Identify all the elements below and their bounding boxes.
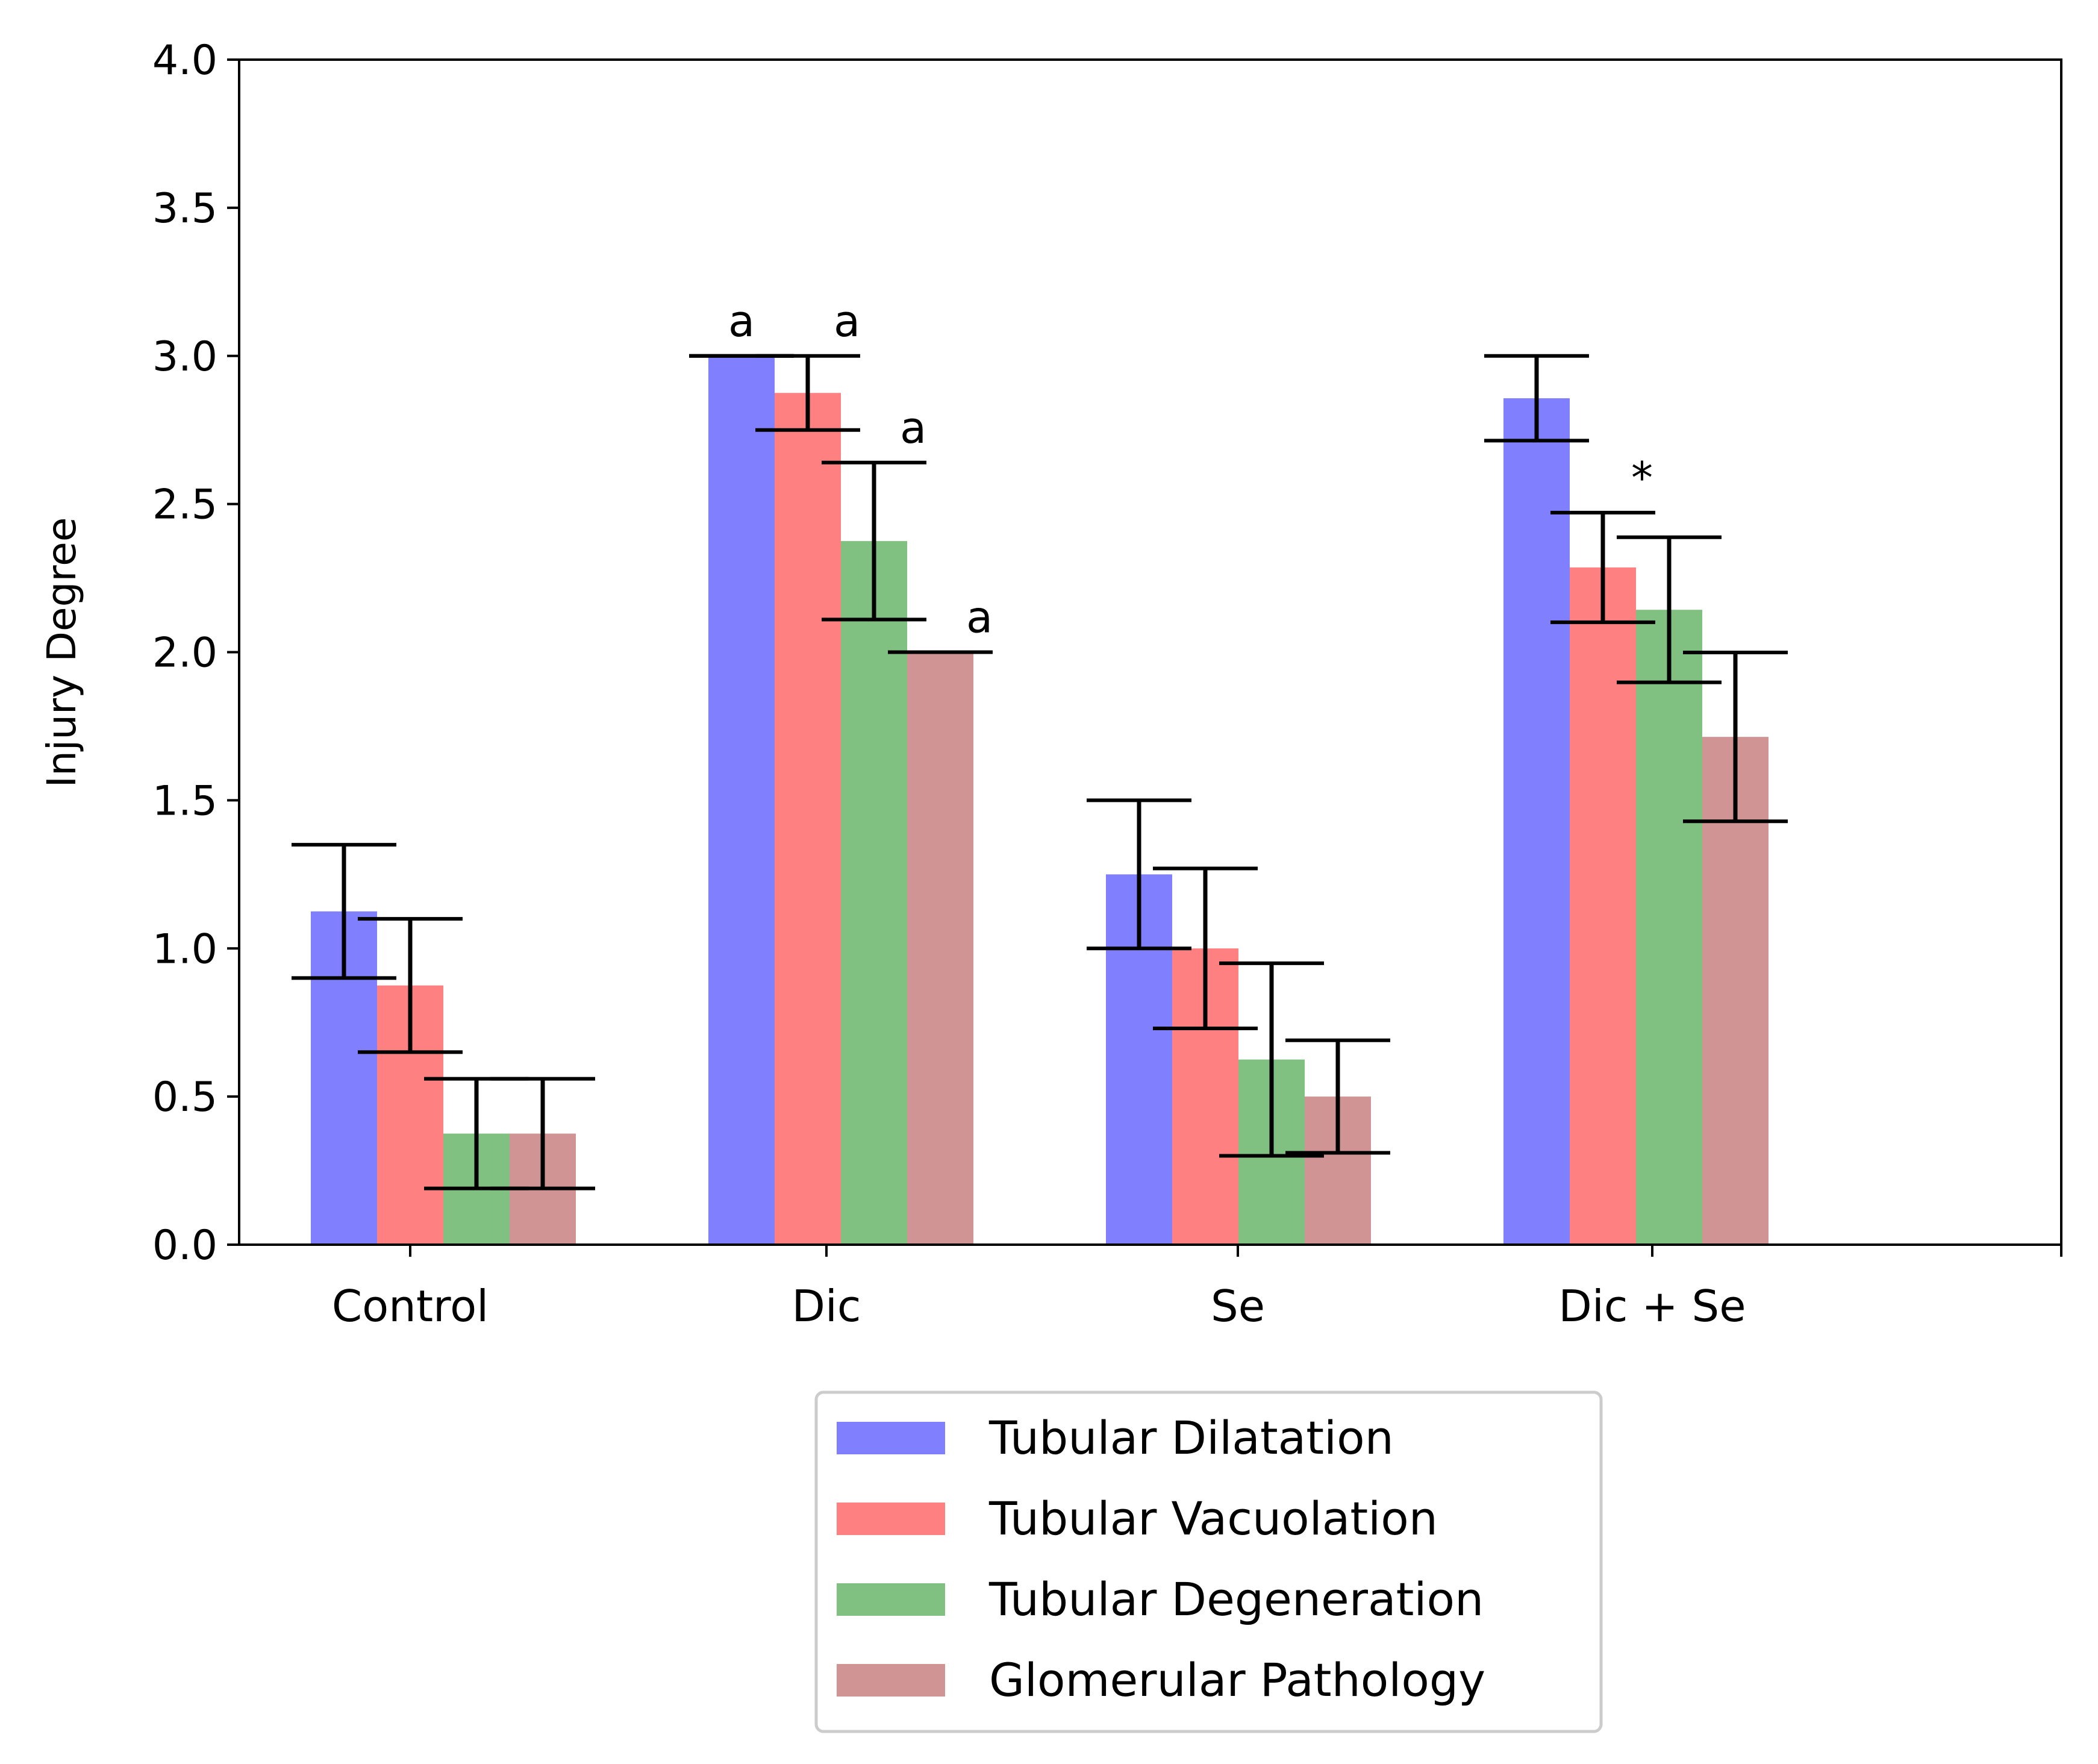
legend-label: Glomerular Pathology xyxy=(989,1653,1485,1707)
bars-layer xyxy=(311,355,1769,1245)
legend-label: Tubular Dilatation xyxy=(988,1411,1394,1465)
y-tick-label: 2.5 xyxy=(152,481,217,529)
y-axis: 0.0 0.5 1.0 1.5 2.0 2.5 3.0 3.5 4.0 xyxy=(152,37,239,1269)
legend-swatch xyxy=(837,1664,945,1697)
x-tick-label: Control xyxy=(332,1281,489,1331)
x-tick-label: Dic xyxy=(791,1281,861,1331)
x-axis: Control Dic Se Dic + Se xyxy=(332,1245,2062,1331)
annotations-layer: a a * a a xyxy=(728,296,1653,643)
significance-label: a xyxy=(728,296,755,346)
bar xyxy=(775,393,841,1245)
legend-label: Tubular Vacuolation xyxy=(988,1492,1438,1545)
legend: Tubular Dilatation Tubular Vacuolation Tub… xyxy=(814,1390,1603,1733)
bar xyxy=(841,541,907,1245)
bar xyxy=(1503,398,1570,1245)
y-tick-label: 3.0 xyxy=(152,333,217,381)
y-tick-label: 1.5 xyxy=(152,777,217,825)
bar xyxy=(1636,610,1702,1245)
significance-label: * xyxy=(1631,452,1653,503)
y-tick-label: 2.0 xyxy=(152,630,217,677)
legend-frame xyxy=(814,1390,1603,1733)
legend-swatch xyxy=(837,1583,945,1616)
significance-label: a xyxy=(834,296,860,346)
legend-swatch xyxy=(837,1503,945,1535)
y-tick-label: 4.0 xyxy=(152,37,217,84)
y-tick-label: 1.0 xyxy=(152,925,217,973)
y-axis-label: Injury Degree xyxy=(39,518,85,788)
y-tick-label: 0.0 xyxy=(152,1222,217,1269)
bar xyxy=(907,652,973,1245)
y-tick-label: 3.5 xyxy=(152,185,217,233)
significance-label: a xyxy=(900,402,926,453)
x-tick-label: Dic + Se xyxy=(1558,1281,1746,1331)
bar xyxy=(708,355,775,1245)
significance-label: a xyxy=(966,592,993,643)
bar xyxy=(1570,567,1636,1245)
x-tick-label: Se xyxy=(1211,1281,1265,1331)
y-tick-label: 0.5 xyxy=(152,1074,217,1121)
error-bars-layer xyxy=(292,354,1788,1190)
legend-label: Tubular Degeneration xyxy=(988,1572,1484,1626)
legend-swatch xyxy=(837,1422,945,1454)
